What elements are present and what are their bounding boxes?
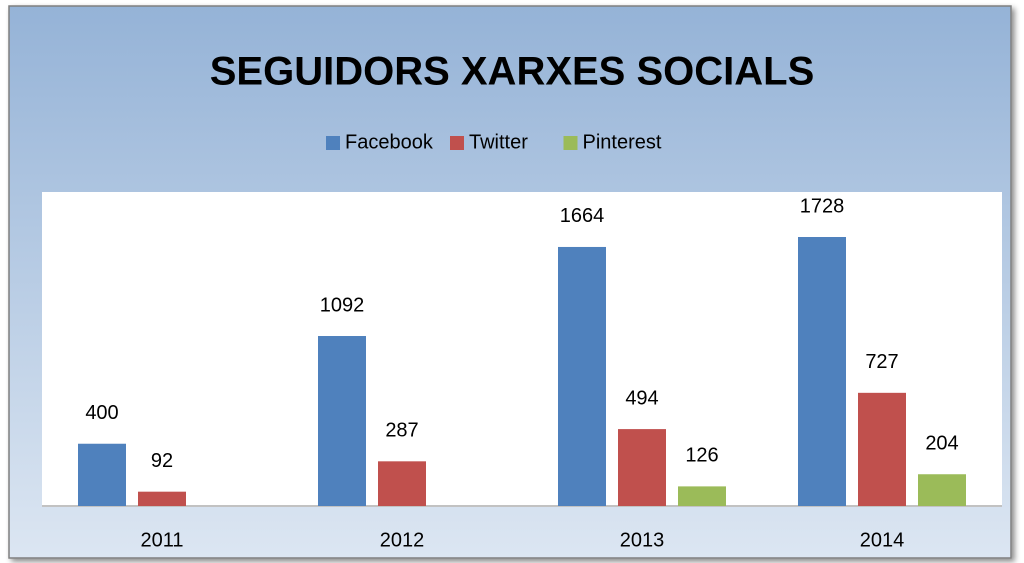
bar: [378, 461, 426, 506]
bar: [678, 486, 726, 506]
chart-title: SEGUIDORS XARXES SOCIALS: [210, 50, 815, 94]
x-tick-label: 2014: [860, 529, 905, 551]
bar: [858, 392, 906, 506]
data-label: 727: [865, 351, 898, 373]
x-tick-label: 2011: [140, 529, 183, 551]
legend-label: Facebook: [345, 131, 434, 153]
data-label: 287: [385, 420, 418, 442]
data-label: 494: [625, 387, 658, 409]
bar: [798, 237, 846, 506]
legend-label: Twitter: [469, 131, 528, 153]
bar: [318, 336, 366, 506]
bar: [618, 429, 666, 506]
legend-swatch: [563, 136, 578, 150]
bar: [138, 491, 186, 506]
data-label: 1092: [320, 294, 365, 316]
x-tick-label: 2012: [380, 529, 425, 551]
bar: [918, 474, 966, 506]
data-label: 1664: [560, 205, 605, 227]
legend-swatch: [326, 136, 340, 150]
legend: Facebook Twitter Pinterest: [326, 131, 662, 153]
legend-label: Pinterest: [583, 131, 662, 153]
data-label: 92: [151, 450, 173, 472]
data-label: 400: [85, 402, 118, 424]
data-label: 204: [925, 433, 958, 455]
data-label: 1728: [800, 195, 845, 217]
data-label: 126: [685, 445, 718, 467]
bar: [78, 443, 126, 506]
legend-swatch: [450, 136, 464, 150]
x-tick-label: 2013: [620, 529, 665, 551]
bar: [558, 246, 606, 507]
